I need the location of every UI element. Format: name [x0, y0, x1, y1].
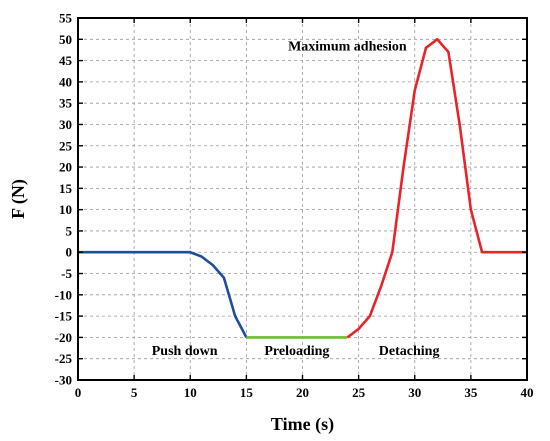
y-tick-label: 5 [66, 223, 73, 238]
x-tick-label: 40 [521, 385, 534, 400]
y-tick-label: -15 [55, 309, 73, 324]
x-tick-label: 10 [184, 385, 197, 400]
x-tick-label: 5 [131, 385, 138, 400]
x-tick-label: 30 [408, 385, 421, 400]
annotation-label: Detaching [379, 344, 440, 359]
y-tick-label: -5 [61, 266, 72, 281]
y-tick-label: 50 [59, 32, 72, 47]
y-tick-label: 0 [66, 245, 73, 260]
annotations: Maximum adhesion Push down Preloading Detac… [152, 40, 440, 360]
annotation-label: Push down [152, 344, 218, 359]
y-axis-title: F (N) [8, 179, 29, 219]
y-tick-label: -30 [55, 373, 72, 388]
grid [78, 18, 527, 380]
y-tick-label: 30 [59, 117, 72, 132]
y-tick-label: 20 [59, 160, 72, 175]
annotation-label: Preloading [264, 344, 329, 359]
annotation-label: Maximum adhesion [288, 40, 407, 55]
x-tick-label: 35 [464, 385, 478, 400]
y-tick-label: 15 [59, 181, 73, 196]
y-tick-label: 25 [59, 138, 73, 153]
x-axis-title: Time (s) [271, 414, 334, 435]
series [78, 37, 527, 339]
y-tick-label: 55 [59, 11, 73, 26]
series-line-1 [78, 250, 248, 339]
ticks: 0 5 10 15 20 25 30 35 40 -30 -25 -20 -15 -10 -5 0 5 10 15 2… [55, 11, 534, 401]
y-tick-label: 40 [59, 74, 72, 89]
series-line-3 [346, 37, 527, 339]
y-tick-label: 35 [59, 96, 73, 111]
x-tick-label: 20 [296, 385, 309, 400]
x-tick-label: 0 [75, 385, 82, 400]
x-tick-label: 15 [240, 385, 254, 400]
y-tick-label: -20 [55, 330, 72, 345]
y-tick-label: -25 [55, 351, 73, 366]
y-tick-label: 45 [59, 53, 73, 68]
y-tick-label: 10 [59, 202, 72, 217]
x-tick-label: 25 [352, 385, 366, 400]
y-tick-label: -10 [55, 287, 72, 302]
